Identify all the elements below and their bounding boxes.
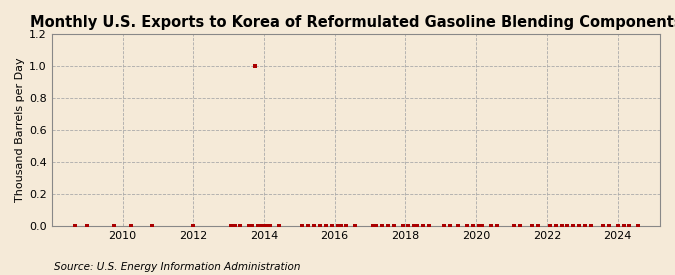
Point	[265, 224, 275, 228]
Point	[462, 224, 472, 228]
Point	[477, 224, 487, 228]
Point	[226, 224, 237, 228]
Point	[382, 224, 393, 228]
Point	[562, 224, 573, 228]
Point	[618, 224, 629, 228]
Point	[315, 224, 325, 228]
Point	[256, 224, 267, 228]
Point	[321, 224, 331, 228]
Point	[526, 224, 537, 228]
Point	[438, 224, 449, 228]
Y-axis label: Thousand Barrels per Day: Thousand Barrels per Day	[15, 57, 25, 202]
Point	[350, 224, 360, 228]
Point	[574, 224, 585, 228]
Point	[126, 224, 137, 228]
Point	[468, 224, 479, 228]
Point	[603, 224, 614, 228]
Point	[515, 224, 526, 228]
Point	[397, 224, 408, 228]
Point	[418, 224, 429, 228]
Point	[550, 224, 561, 228]
Point	[367, 224, 378, 228]
Point	[341, 224, 352, 228]
Point	[259, 224, 269, 228]
Point	[533, 224, 543, 228]
Point	[250, 64, 261, 68]
Point	[474, 224, 485, 228]
Point	[444, 224, 455, 228]
Point	[247, 224, 258, 228]
Point	[580, 224, 591, 228]
Point	[261, 224, 272, 228]
Point	[252, 224, 263, 228]
Point	[485, 224, 496, 228]
Point	[327, 224, 338, 228]
Point	[412, 224, 423, 228]
Point	[568, 224, 578, 228]
Point	[403, 224, 414, 228]
Point	[556, 224, 567, 228]
Point	[453, 224, 464, 228]
Point	[371, 224, 381, 228]
Point	[612, 224, 623, 228]
Point	[230, 224, 240, 228]
Point	[188, 224, 198, 228]
Point	[146, 224, 157, 228]
Point	[297, 224, 308, 228]
Point	[108, 224, 119, 228]
Point	[597, 224, 608, 228]
Point	[424, 224, 435, 228]
Point	[632, 224, 643, 228]
Point	[586, 224, 597, 228]
Point	[244, 224, 254, 228]
Point	[303, 224, 314, 228]
Point	[376, 224, 387, 228]
Text: Source: U.S. Energy Information Administration: Source: U.S. Energy Information Administ…	[54, 262, 300, 272]
Point	[388, 224, 399, 228]
Point	[308, 224, 319, 228]
Point	[273, 224, 284, 228]
Point	[409, 224, 420, 228]
Point	[332, 224, 343, 228]
Point	[491, 224, 502, 228]
Point	[624, 224, 634, 228]
Point	[335, 224, 346, 228]
Point	[509, 224, 520, 228]
Point	[235, 224, 246, 228]
Point	[70, 224, 81, 228]
Title: Monthly U.S. Exports to Korea of Reformulated Gasoline Blending Components: Monthly U.S. Exports to Korea of Reformu…	[30, 15, 675, 30]
Point	[82, 224, 92, 228]
Point	[544, 224, 555, 228]
